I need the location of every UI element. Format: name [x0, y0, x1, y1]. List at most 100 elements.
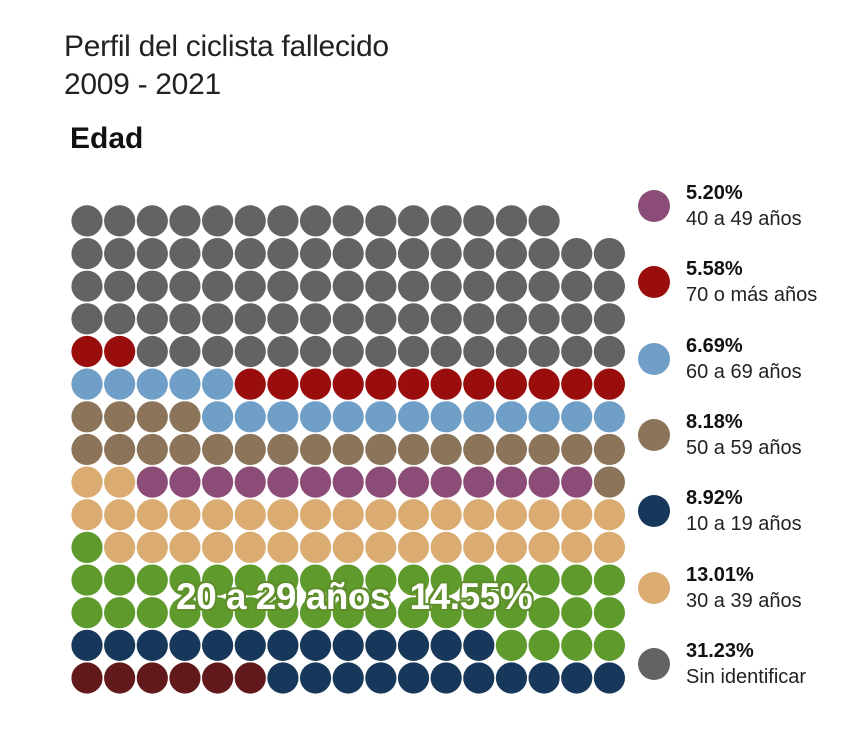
waffle-dot-age30_39	[299, 531, 332, 564]
waffle-dot-unknown	[593, 303, 626, 335]
legend-swatch	[638, 266, 670, 299]
legend-item-age40_49: 5.20% 40 a 49 años	[638, 182, 848, 242]
waffle-dot-age70	[71, 335, 103, 368]
waffle-dot-unknown	[267, 270, 299, 302]
waffle-dot-age60_69	[299, 401, 332, 433]
waffle-dot-unknown	[528, 303, 560, 335]
waffle-dot-unknown	[299, 303, 332, 335]
waffle-dot-unknown	[104, 303, 136, 335]
waffle-dot-age60_69	[593, 401, 626, 433]
waffle-dot-age30_39	[299, 499, 332, 531]
waffle-dot-age50_59	[561, 433, 593, 466]
waffle-dot-age70	[561, 368, 593, 400]
waffle-dot-age20_29	[267, 597, 299, 629]
chart-subtitle: Edad	[70, 122, 144, 155]
waffle-dot-age30_39	[561, 499, 593, 531]
waffle-dot-age30_39	[332, 499, 364, 531]
waffle-dot-age10_19	[136, 629, 168, 661]
waffle-dot-age20_29	[267, 564, 299, 596]
waffle-dot-age20_29	[463, 597, 495, 629]
waffle-dot-unknown	[202, 335, 234, 368]
waffle-dot-age20_29	[365, 564, 397, 596]
waffle-dot-age30_39	[136, 531, 168, 564]
waffle-dot-unknown	[104, 237, 136, 270]
waffle-dot-unknown	[593, 335, 626, 368]
waffle-dot-age60_69	[202, 401, 234, 433]
waffle-dot-age30_39	[104, 531, 136, 564]
annotation-spacer	[390, 576, 410, 617]
waffle-dot-unknown	[267, 205, 299, 237]
waffle-dot-age70	[430, 368, 462, 400]
waffle-dot-unknown	[561, 270, 593, 302]
waffle-dot-age0_9	[169, 662, 201, 694]
waffle-dot-age20_29	[397, 597, 430, 629]
waffle-dot-unknown	[430, 270, 462, 302]
legend-label: 70 o más años	[686, 284, 818, 307]
waffle-dot-age0_9	[202, 662, 234, 694]
waffle-dot-age40_49	[561, 466, 593, 498]
waffle-dot-age30_39	[463, 499, 495, 531]
waffle-dot-unknown	[397, 303, 430, 335]
waffle-dot-age40_49	[495, 466, 528, 498]
waffle-dot-age20_29	[495, 629, 528, 661]
waffle-dot-unknown	[332, 205, 364, 237]
waffle-dot-age20_29	[299, 564, 332, 596]
waffle-dot-unknown	[463, 205, 495, 237]
waffle-dot-age60_69	[332, 401, 364, 433]
waffle-dot-unknown	[430, 335, 462, 368]
legend-percentage: 8.92%	[686, 487, 743, 510]
legend-label: 60 a 69 años	[686, 360, 802, 383]
legend-item-unknown: 31.23% Sin identificar	[638, 640, 848, 700]
waffle-dot-age60_69	[71, 368, 103, 400]
waffle-dot-unknown	[332, 303, 364, 335]
waffle-dot-age30_39	[169, 499, 201, 531]
waffle-dot-unknown	[299, 237, 332, 270]
legend-item-age50_59: 8.18% 50 a 59 años	[638, 411, 848, 471]
waffle-dot-age60_69	[234, 401, 266, 433]
waffle-dot-age30_39	[234, 531, 266, 564]
waffle-dot-age10_19	[365, 662, 397, 694]
waffle-dot-unknown	[397, 270, 430, 302]
waffle-dot-age50_59	[104, 433, 136, 466]
waffle-dot-age60_69	[463, 401, 495, 433]
waffle-dot-unknown	[365, 270, 397, 302]
waffle-dot-unknown	[561, 237, 593, 270]
legend-percentage: 8.18%	[686, 410, 743, 433]
legend-item-age10_19: 8.92% 10 a 19 años	[638, 487, 848, 547]
waffle-dot-unknown	[528, 205, 560, 237]
waffle-dot-unknown	[169, 237, 201, 270]
waffle-dot-age30_39	[593, 499, 626, 531]
waffle-dot-age60_69	[136, 368, 168, 400]
legend-swatch	[638, 190, 670, 222]
waffle-dot-age50_59	[136, 401, 168, 433]
waffle-dot-age30_39	[397, 499, 430, 531]
waffle-dot-unknown	[234, 205, 266, 237]
waffle-dot-age50_59	[430, 433, 462, 466]
waffle-dot-age10_19	[267, 629, 299, 661]
waffle-dot-age50_59	[71, 433, 103, 466]
waffle-dot-age20_29	[430, 564, 462, 596]
waffle-dot-age20_29	[71, 597, 103, 629]
waffle-dot-age30_39	[136, 499, 168, 531]
waffle-dot-unknown	[104, 205, 136, 237]
waffle-dot-unknown	[136, 270, 168, 302]
waffle-dot-age30_39	[528, 531, 560, 564]
annotation-value: 14.55%	[409, 576, 533, 617]
waffle-dot-unknown	[397, 335, 430, 368]
waffle-dot-age20_29	[169, 564, 201, 596]
waffle-dot-unknown	[71, 270, 103, 302]
waffle-dot-unknown	[234, 303, 266, 335]
waffle-dot-age20_29	[332, 564, 364, 596]
waffle-dot-unknown	[495, 237, 528, 270]
waffle-dot-age30_39	[365, 499, 397, 531]
waffle-dot-age20_29	[397, 564, 430, 596]
waffle-dot-age60_69	[397, 401, 430, 433]
waffle-dot-unknown	[71, 205, 103, 237]
waffle-dot-age30_39	[332, 531, 364, 564]
waffle-dot-age30_39	[528, 499, 560, 531]
waffle-dot-unknown	[463, 270, 495, 302]
waffle-dot-unknown	[234, 237, 266, 270]
waffle-dot-age10_19	[202, 629, 234, 661]
waffle-dot-age60_69	[495, 401, 528, 433]
